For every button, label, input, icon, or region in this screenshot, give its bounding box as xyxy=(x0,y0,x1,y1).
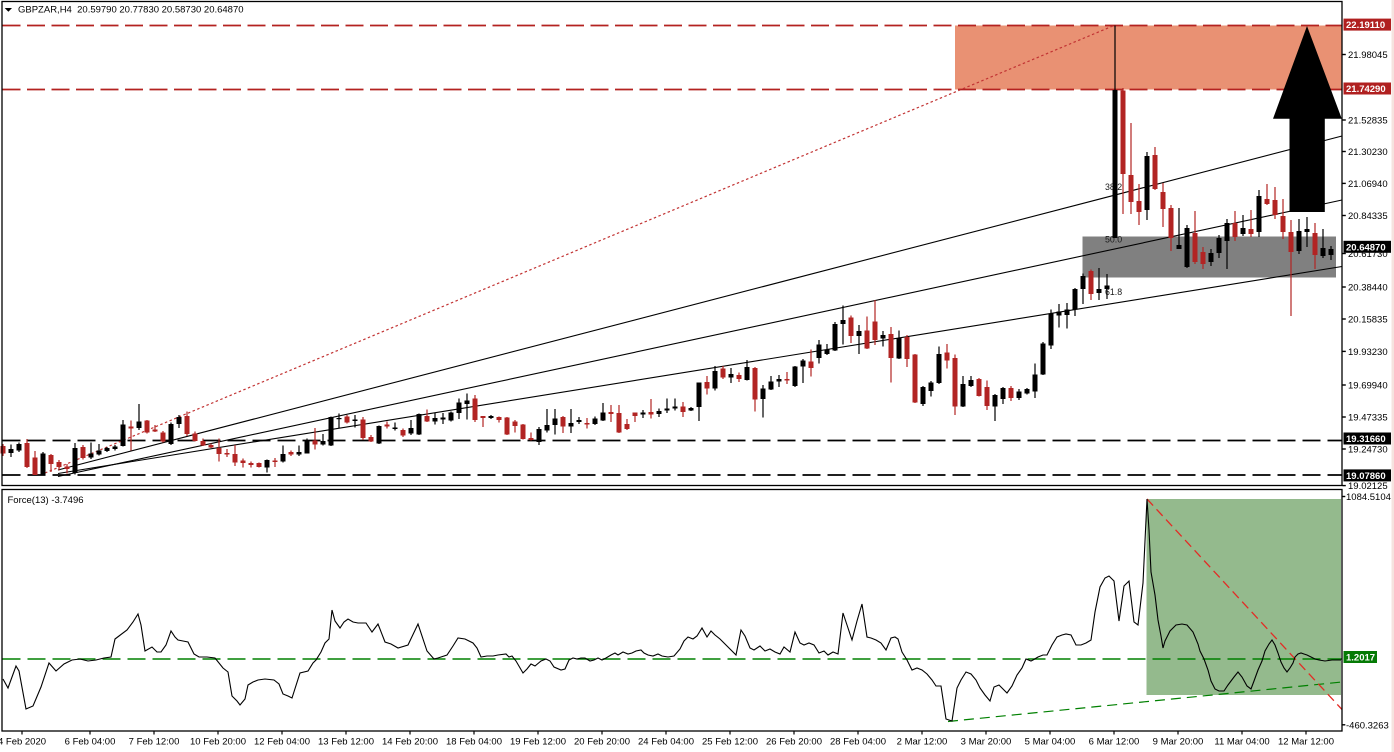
svg-text:1.2017: 1.2017 xyxy=(1346,653,1375,664)
svg-text:22.19110: 22.19110 xyxy=(1346,20,1385,31)
svg-text:21.06940: 21.06940 xyxy=(1348,179,1388,190)
svg-text:21.30230: 21.30230 xyxy=(1348,147,1388,158)
svg-text:19.93230: 19.93230 xyxy=(1348,347,1388,358)
svg-text:19.47335: 19.47335 xyxy=(1348,413,1388,424)
svg-text:24 Feb 04:00: 24 Feb 04:00 xyxy=(638,737,694,748)
svg-text:61.8: 61.8 xyxy=(1105,287,1122,297)
svg-text:19.31660: 19.31660 xyxy=(1346,434,1386,445)
svg-text:7 Feb 12:00: 7 Feb 12:00 xyxy=(129,737,180,748)
svg-text:GBPZAR,H4 20.59790 20.77830 2: GBPZAR,H4 20.59790 20.77830 20.58730 20.… xyxy=(18,5,244,16)
svg-text:20.38440: 20.38440 xyxy=(1348,283,1388,294)
svg-text:12 Feb 04:00: 12 Feb 04:00 xyxy=(254,737,310,748)
svg-text:3 Mar 20:00: 3 Mar 20:00 xyxy=(961,737,1012,748)
svg-text:21.52835: 21.52835 xyxy=(1348,116,1388,127)
svg-text:19.69940: 19.69940 xyxy=(1348,381,1388,392)
svg-text:2 Mar 12:00: 2 Mar 12:00 xyxy=(897,737,948,748)
svg-text:26 Feb 20:00: 26 Feb 20:00 xyxy=(766,737,822,748)
svg-text:4 Feb 2020: 4 Feb 2020 xyxy=(0,737,46,748)
svg-text:25 Feb 12:00: 25 Feb 12:00 xyxy=(702,737,758,748)
svg-text:6 Feb 04:00: 6 Feb 04:00 xyxy=(65,737,116,748)
svg-text:12 Mar 12:00: 12 Mar 12:00 xyxy=(1278,737,1334,748)
svg-text:50.0: 50.0 xyxy=(1105,235,1122,245)
svg-text:21.74290: 21.74290 xyxy=(1346,84,1386,95)
svg-text:20.84335: 20.84335 xyxy=(1348,211,1388,222)
svg-text:14 Feb 20:00: 14 Feb 20:00 xyxy=(382,737,438,748)
svg-text:10 Feb 20:00: 10 Feb 20:00 xyxy=(190,737,246,748)
svg-text:19.07860: 19.07860 xyxy=(1346,471,1386,482)
svg-text:1084.5104: 1084.5104 xyxy=(1346,492,1391,503)
svg-text:19 Feb 12:00: 19 Feb 12:00 xyxy=(510,737,566,748)
svg-text:18 Feb 04:00: 18 Feb 04:00 xyxy=(446,737,502,748)
svg-text:-460.3263: -460.3263 xyxy=(1346,720,1389,731)
svg-text:20.15835: 20.15835 xyxy=(1348,315,1388,326)
svg-text:28 Feb 04:00: 28 Feb 04:00 xyxy=(830,737,886,748)
svg-text:6 Mar 12:00: 6 Mar 12:00 xyxy=(1089,737,1140,748)
svg-text:20 Feb 20:00: 20 Feb 20:00 xyxy=(574,737,630,748)
svg-text:21.98045: 21.98045 xyxy=(1348,50,1388,61)
svg-text:Force(13) -3.7496: Force(13) -3.7496 xyxy=(8,495,84,506)
svg-text:13 Feb 12:00: 13 Feb 12:00 xyxy=(318,737,374,748)
svg-text:20.64870: 20.64870 xyxy=(1346,242,1386,253)
svg-text:11 Mar 04:00: 11 Mar 04:00 xyxy=(1214,737,1269,748)
svg-text:19.24730: 19.24730 xyxy=(1348,445,1388,456)
svg-text:9 Mar 20:00: 9 Mar 20:00 xyxy=(1153,737,1204,748)
svg-text:19.02125: 19.02125 xyxy=(1348,481,1388,492)
svg-text:5 Mar 04:00: 5 Mar 04:00 xyxy=(1025,737,1076,748)
svg-text:20.61730: 20.61730 xyxy=(1348,249,1388,260)
